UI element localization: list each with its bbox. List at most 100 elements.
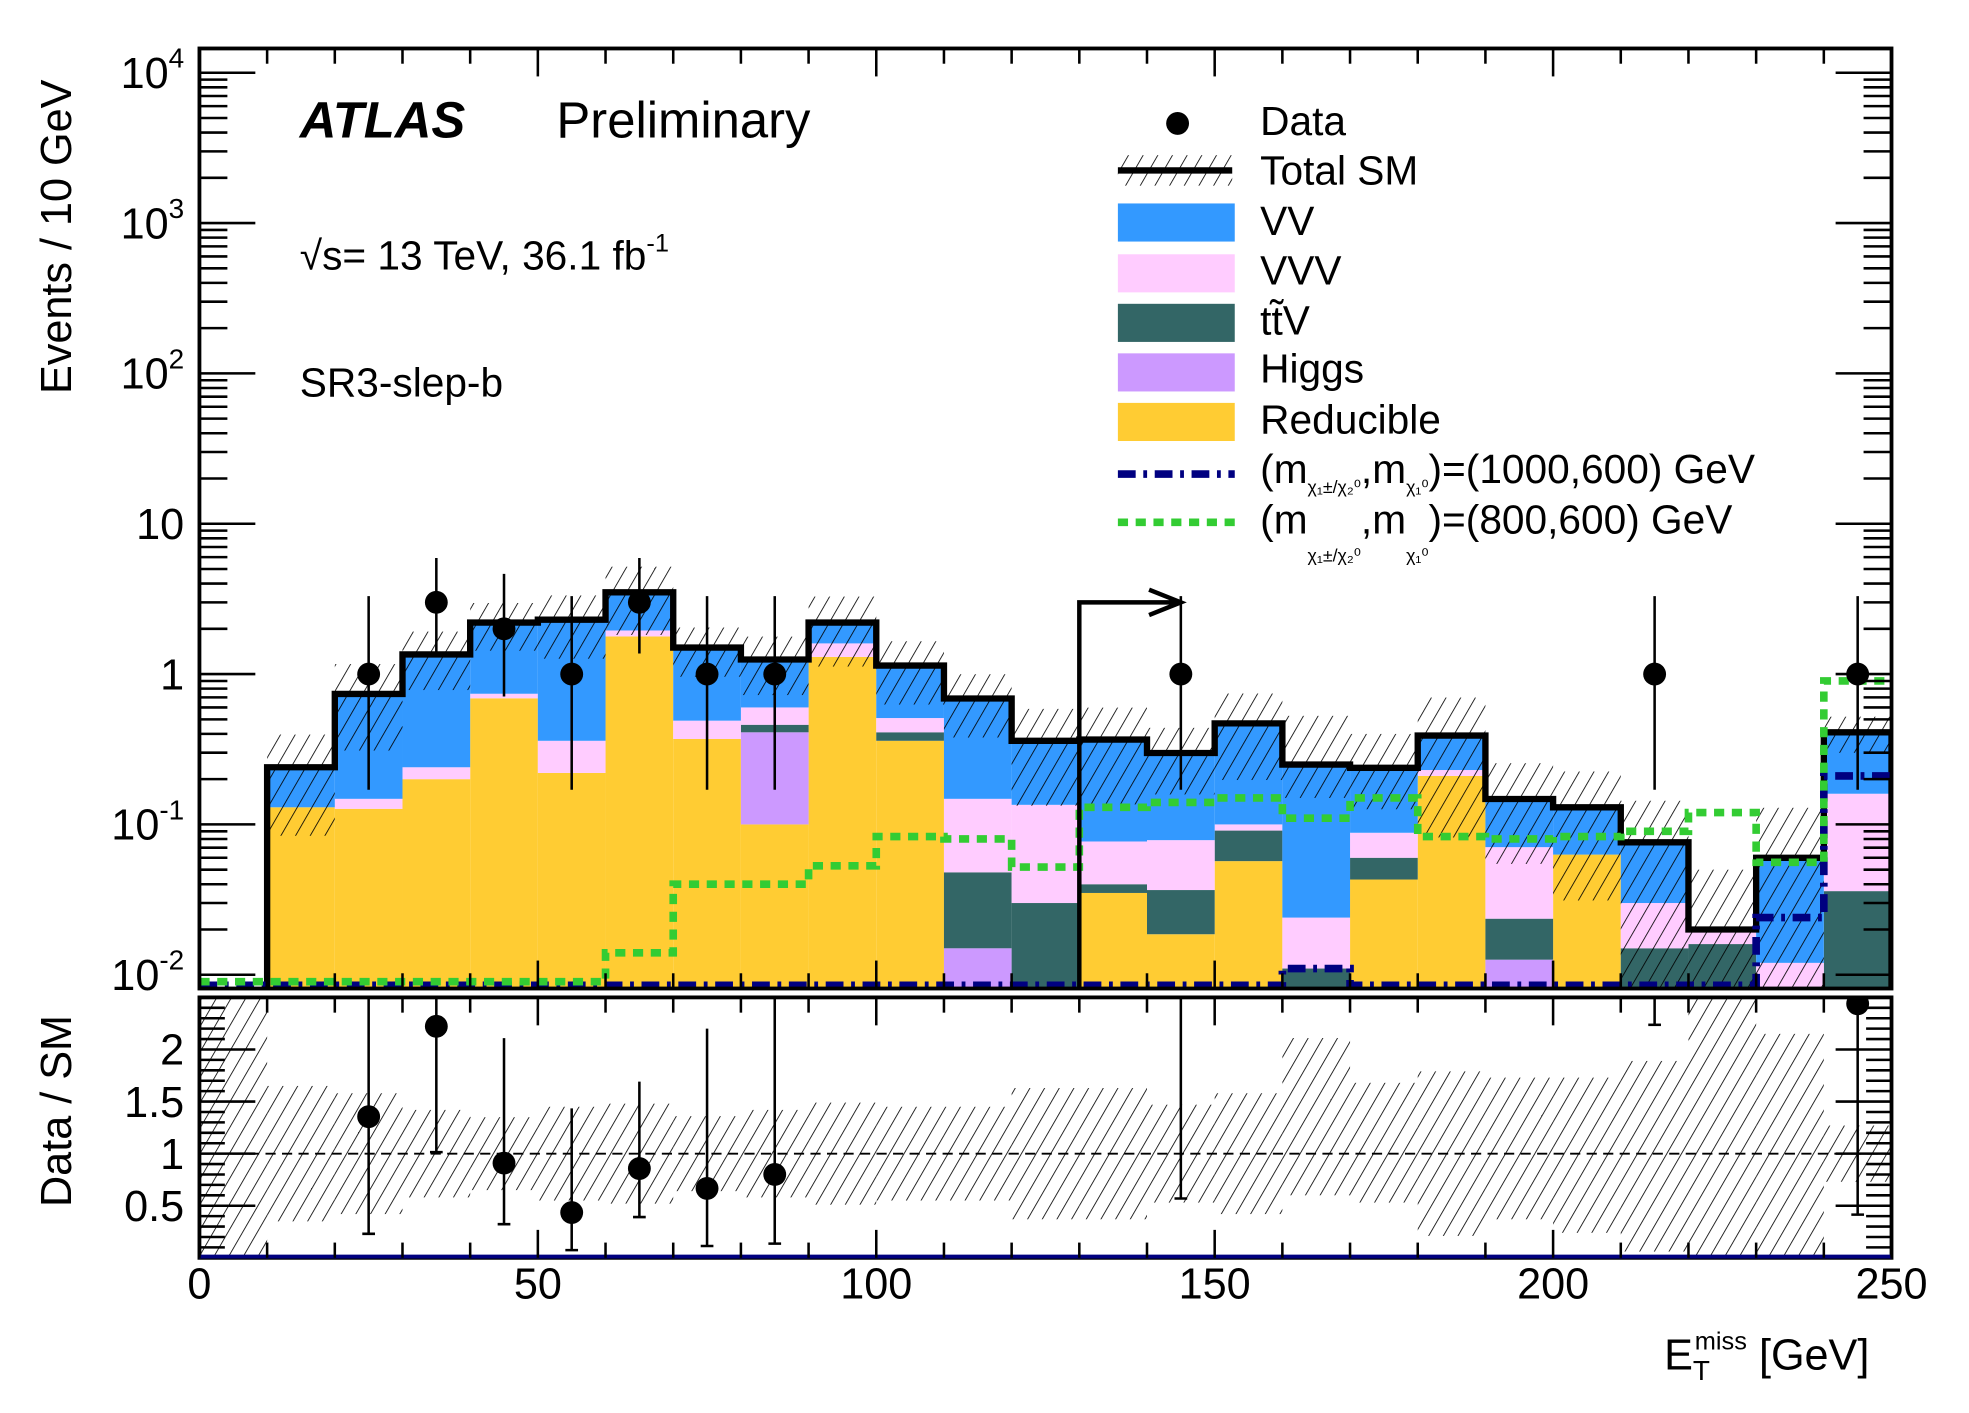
bar-vvv-bin-20: [334, 798, 403, 809]
sm-uncertainty-bin-100: [876, 641, 944, 705]
legend-signal-800-600-label: (mχ₁±/χ₂⁰,mχ₁⁰)=(800,600) GeV: [1260, 497, 1732, 566]
ratio-uncertainty-bin-220: [1688, 997, 1757, 1258]
y-axis-title: Events / 10 GeV: [33, 79, 81, 394]
bar-reducible-bin-30: [402, 779, 471, 989]
bar-ttv-bin-190: [1485, 918, 1554, 960]
atlas-label: ATLAS: [298, 91, 466, 148]
ratio-uncertainty-bin-190: [1485, 1077, 1554, 1220]
preliminary-label: Preliminary: [556, 91, 811, 148]
data-point: [1169, 662, 1193, 686]
legend-vv-label: VV: [1260, 198, 1314, 244]
legend-signal-1000-600-label: (mχ₁±/χ₂⁰,mχ₁⁰)=(1000,600) GeV: [1260, 446, 1755, 497]
ratio-point: [424, 1014, 448, 1038]
bar-higgs-bin-190: [1485, 959, 1554, 989]
sm-uncertainty-bin-90: [808, 596, 877, 667]
bar-ttv-bin-150: [1214, 830, 1283, 862]
ratio-point: [357, 1105, 381, 1129]
y-tick-label: 104: [121, 43, 185, 98]
legend-vvv-swatch: [1117, 254, 1235, 293]
data-point: [763, 662, 787, 686]
ratio-uncertainty-bin-200: [1553, 1077, 1621, 1233]
bar-vvv-bin-30: [402, 767, 471, 780]
x-axis-title: ETmiss [GeV]: [1664, 1327, 1869, 1385]
bar-ttv-bin-170: [1350, 857, 1418, 880]
sm-uncertainty-bin-150: [1214, 693, 1283, 781]
bar-reducible-bin-150: [1214, 861, 1283, 989]
sm-uncertainty-bin-10: [267, 734, 335, 836]
bar-ttv-bin-100: [876, 732, 944, 741]
ratio-point: [763, 1163, 787, 1186]
ratio-point: [1846, 997, 1870, 1016]
legend-reducible-swatch: [1117, 402, 1235, 442]
legend-vv-swatch: [1117, 203, 1235, 242]
y-tick-label: 10: [136, 501, 184, 549]
legend-vvv-label: VVV: [1260, 248, 1341, 294]
sm-uncertainty-bin-190: [1485, 763, 1554, 864]
bar-reducible-bin-10: [267, 807, 335, 989]
data-point: [695, 662, 719, 686]
y-tick-label: 102: [121, 343, 185, 398]
bar-vvv-bin-100: [876, 718, 944, 733]
bar-ttv-bin-120: [1011, 903, 1080, 989]
bar-reducible-bin-50: [537, 772, 606, 989]
bar-ttv-bin-240: [1823, 891, 1892, 989]
ratio-uncertainty-bin-170: [1350, 1082, 1418, 1203]
bar-reducible-bin-60: [605, 636, 674, 989]
ratio-uncertainty-bin-0: [199, 997, 268, 1258]
x-tick-label: 250: [1855, 1260, 1927, 1308]
x-tick-label: 0: [187, 1260, 211, 1308]
ratio-uncertainty-bin-230: [1756, 1033, 1824, 1258]
data-point: [560, 662, 584, 686]
x-tick-label: 200: [1517, 1260, 1589, 1308]
x-tick-label: 150: [1179, 1260, 1251, 1308]
legend-data-marker: [1166, 111, 1190, 135]
ratio-point: [492, 1151, 516, 1175]
sm-uncertainty-bin-230: [1756, 807, 1824, 989]
legend: Data Total SM VV VVV tt̃V Higgs Reducibl…: [1117, 98, 1755, 566]
y-tick-label: 103: [121, 193, 185, 248]
bar-vvv-bin-120: [1011, 804, 1080, 904]
bar-reducible-bin-130: [1079, 892, 1147, 989]
bar-vvv-bin-170: [1350, 832, 1418, 858]
bar-ttv-bin-110: [943, 872, 1012, 949]
bar-vvv-bin-130: [1079, 841, 1147, 885]
x-tick-label: 100: [840, 1260, 912, 1308]
top-frame: [197, 46, 1894, 991]
ratio-y-tick-label: 1.5: [124, 1079, 184, 1127]
data-point: [357, 662, 381, 686]
data-point: [627, 590, 651, 614]
legend-reducible-label: Reducible: [1260, 396, 1441, 442]
bar-ttv-bin-130: [1079, 884, 1147, 893]
bar-vvv-bin-150: [1214, 824, 1283, 831]
ratio-point: [695, 1176, 719, 1200]
ratio-uncertainty-bin-160: [1282, 1038, 1351, 1196]
sm-uncertainty-bin-110: [943, 674, 1012, 738]
ratio-uncertainty-bin-210: [1620, 1060, 1689, 1252]
bar-ttv-bin-140: [1146, 890, 1215, 935]
bar-reducible-bin-80: [740, 824, 809, 989]
bar-vvv-bin-160: [1282, 917, 1351, 969]
ratio-y-tick-label: 1: [160, 1131, 184, 1179]
bar-higgs-bin-110: [943, 948, 1012, 989]
y-tick-label: 1: [160, 651, 184, 699]
legend-total-sm-label: Total SM: [1260, 147, 1418, 193]
ratio-y-axis-title: Data / SM: [33, 1015, 81, 1207]
legend-higgs-label: Higgs: [1260, 346, 1364, 392]
legend-data-label: Data: [1260, 98, 1346, 144]
x-tick-label: 50: [514, 1260, 562, 1308]
sm-uncertainty-bin-160: [1282, 715, 1351, 798]
signal-line-2: [199, 677, 1892, 986]
bar-reducible-bin-40: [470, 698, 538, 989]
region-label: SR3-slep-b: [300, 360, 503, 406]
sm-uncertainty-bin-120: [1011, 708, 1080, 806]
data-point: [492, 617, 516, 641]
legend-ttv-swatch: [1117, 303, 1235, 342]
bar-reducible-bin-100: [876, 740, 944, 989]
legend-ttv-label: tt̃V: [1260, 297, 1310, 343]
y-tick-label: 10-1: [111, 794, 184, 849]
bar-vvv-bin-240: [1823, 793, 1892, 892]
ratio-point: [627, 1157, 651, 1180]
bar-reducible-bin-20: [334, 808, 403, 989]
sm-uncertainty-bin-130: [1079, 707, 1147, 805]
bar-reducible-bin-170: [1350, 879, 1418, 989]
